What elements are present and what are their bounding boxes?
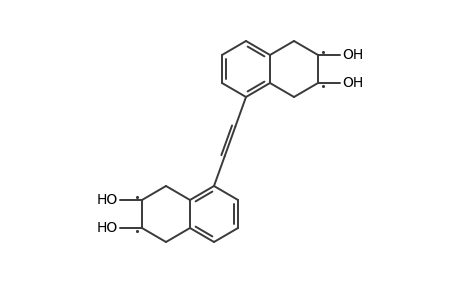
Text: OH: OH	[341, 76, 363, 90]
Text: HO: HO	[96, 221, 118, 235]
Text: OH: OH	[341, 48, 363, 62]
Text: HO: HO	[96, 193, 118, 207]
